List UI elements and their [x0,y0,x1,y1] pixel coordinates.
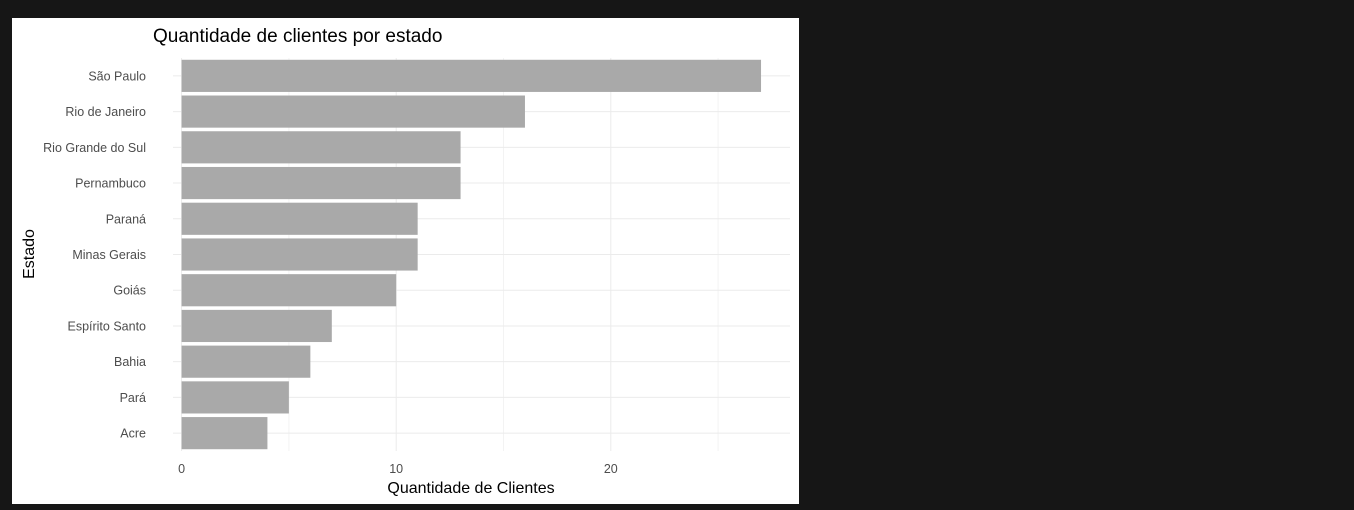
bar-4 [181,202,418,235]
x-axis-ticks: 0 10 20 [178,462,618,476]
y-tick-label-0: São Paulo [88,69,146,83]
bar-layer [181,59,762,450]
bar-2 [181,131,461,164]
chart-title: Quantidade de clientes por estado [153,26,442,47]
bar-5 [181,238,418,271]
y-tick-label-9: Pará [120,391,146,405]
y-tick-label-8: Bahia [114,355,146,369]
y-tick-label-7: Espírito Santo [67,319,146,333]
bar-9 [181,381,289,414]
y-tick-label-5: Minas Gerais [72,248,146,262]
x-axis-title: Quantidade de Clientes [387,480,554,497]
x-tick-label-0: 0 [178,462,185,476]
x-tick-label-2: 20 [604,462,618,476]
y-tick-label-1: Rio de Janeiro [65,105,146,119]
y-tick-label-6: Goiás [113,284,146,298]
bar-0 [181,59,762,92]
y-tick-label-4: Paraná [106,212,146,226]
y-axis-title: Estado [21,229,38,279]
bar-10 [181,417,268,450]
bar-8 [181,345,311,378]
y-tick-label-3: Pernambuco [75,177,146,191]
y-axis-ticks: São Paulo Rio de Janeiro Rio Grande do Sul… [43,69,146,440]
y-tick-label-10: Acre [120,427,146,441]
bar-6 [181,274,397,307]
x-tick-label-1: 10 [389,462,403,476]
y-tick-label-2: Rio Grande do Sul [43,141,146,155]
bar-3 [181,166,461,200]
bar-1 [181,95,525,128]
bar-7 [181,309,332,343]
chart-panel: São Paulo Rio de Janeiro Rio Grande do Sul… [12,18,799,504]
bar-chart: São Paulo Rio de Janeiro Rio Grande do Sul… [21,26,790,497]
